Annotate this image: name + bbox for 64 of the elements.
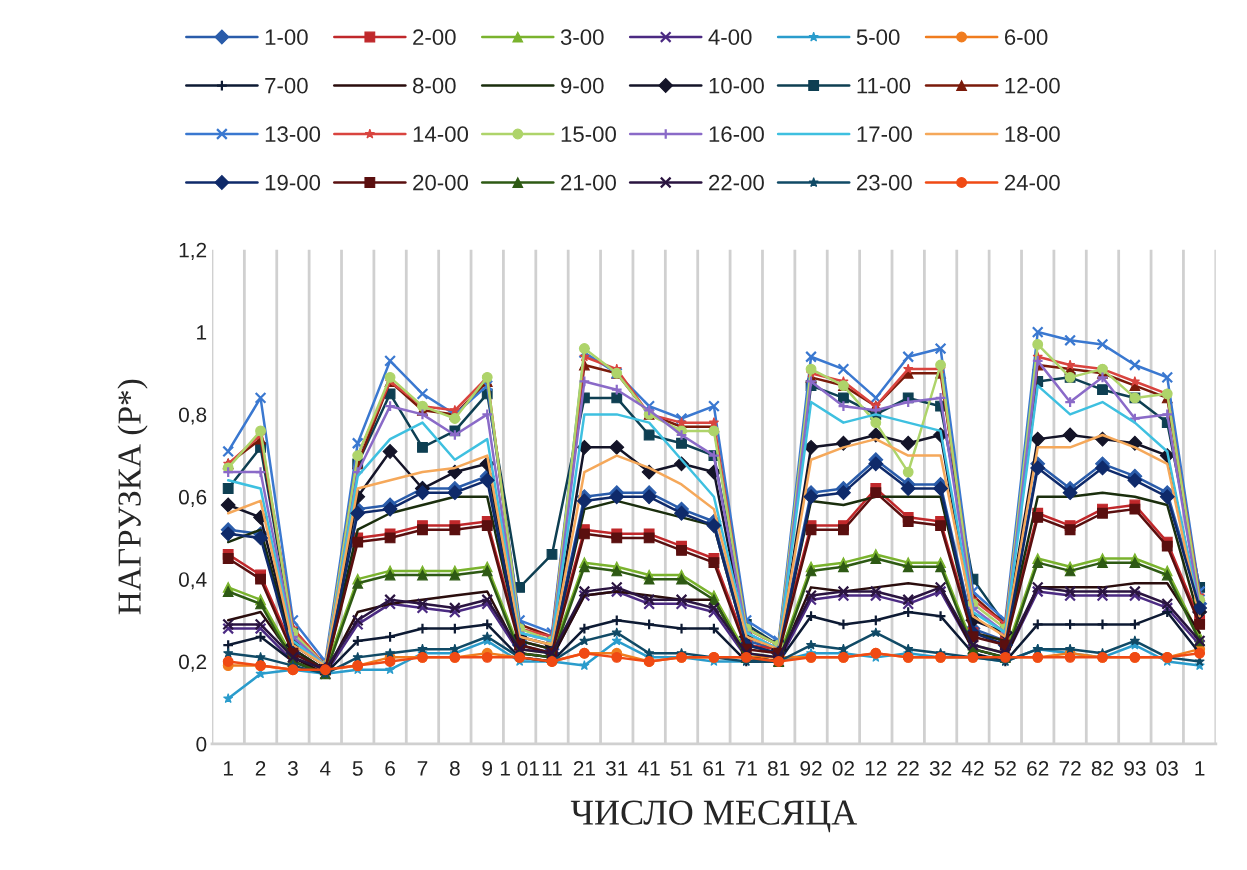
- x-tick-label: 41: [638, 761, 660, 776]
- legend-label: 7-00: [265, 77, 308, 94]
- legend-label: 9-00: [561, 77, 604, 94]
- legend-label: 22-00: [709, 174, 764, 191]
- x-tick-label: 32: [929, 761, 952, 776]
- legend-label: 13-00: [265, 126, 321, 143]
- x-tick-label: 6: [385, 761, 395, 776]
- x-tick-label: 31: [605, 761, 628, 776]
- y-tick-label: 0,6: [178, 489, 207, 507]
- x-tick-label: 02: [832, 761, 854, 776]
- x-tick-label: 42: [961, 761, 984, 776]
- x-tick-label: 81: [767, 761, 790, 776]
- legend-label: 2-00: [413, 29, 456, 46]
- y-tick-label: 0: [196, 736, 207, 752]
- x-tick-label: 51: [670, 761, 693, 776]
- x-tick-label: 9: [482, 761, 493, 776]
- y-tick-label: 1,2: [179, 242, 207, 260]
- y-axis-title: НАГРУЗКА (P*): [117, 379, 148, 615]
- legend-label: 5-00: [856, 29, 900, 46]
- x-tick-label: 5: [352, 761, 363, 776]
- x-tick-label: 21: [573, 761, 595, 776]
- x-axis-title: ЧИСЛО МЕСЯЦА: [570, 800, 858, 833]
- x-tick-label: 61: [703, 761, 725, 776]
- legend-label: 18-00: [1005, 126, 1060, 143]
- x-tick-label: 71: [735, 761, 757, 776]
- legend-label: 19-00: [265, 174, 321, 191]
- legend-label: 15-00: [561, 126, 616, 143]
- legend-label: 1-00: [265, 29, 308, 46]
- x-tick-label: 62: [1027, 761, 1049, 776]
- y-tick-label: 0,2: [178, 654, 207, 672]
- legend-label: 3-00: [560, 29, 604, 46]
- legend-label: 20-00: [413, 174, 469, 191]
- x-tick-label: 3: [287, 761, 298, 776]
- x-tick-label: 03: [1156, 761, 1178, 776]
- legend-label: 10-00: [709, 77, 764, 94]
- x-tick-label: 8: [449, 761, 460, 776]
- legend-label: 11-00: [857, 77, 911, 94]
- x-tick-label: 1: [1195, 761, 1205, 776]
- legend-label: 21-00: [561, 174, 616, 191]
- x-tick-label: 1 01: [500, 761, 539, 776]
- x-tick-label: 4: [320, 761, 331, 776]
- x-tick-label: 1: [223, 761, 233, 776]
- legend-label: 8-00: [413, 77, 456, 94]
- legend-label: 12-00: [1005, 77, 1060, 94]
- legend-label: 17-00: [857, 126, 912, 143]
- x-tick-label: 72: [1059, 761, 1081, 776]
- y-tick-label: 0,4: [178, 572, 207, 590]
- x-tick-label: 52: [994, 761, 1016, 776]
- x-tick-label: 92: [800, 761, 822, 776]
- y-tick-label: 1: [197, 325, 207, 340]
- x-tick-label: 93: [1124, 761, 1146, 776]
- legend-label: 14-00: [413, 126, 469, 143]
- x-tick-label: 7: [417, 761, 428, 776]
- x-tick-label: 22: [897, 761, 919, 776]
- legend-label: 23-00: [857, 174, 912, 191]
- x-tick-label: 12: [865, 761, 887, 776]
- x-tick-label: 11: [542, 761, 562, 776]
- legend-label: 6-00: [1004, 29, 1048, 46]
- legend-label: 16-00: [709, 126, 764, 143]
- legend-label: 24-00: [1004, 174, 1060, 191]
- x-tick-label: 82: [1091, 761, 1114, 776]
- legend-label: 4-00: [708, 29, 752, 46]
- x-tick-label: 2: [255, 761, 266, 776]
- y-tick-label: 0,8: [178, 407, 207, 425]
